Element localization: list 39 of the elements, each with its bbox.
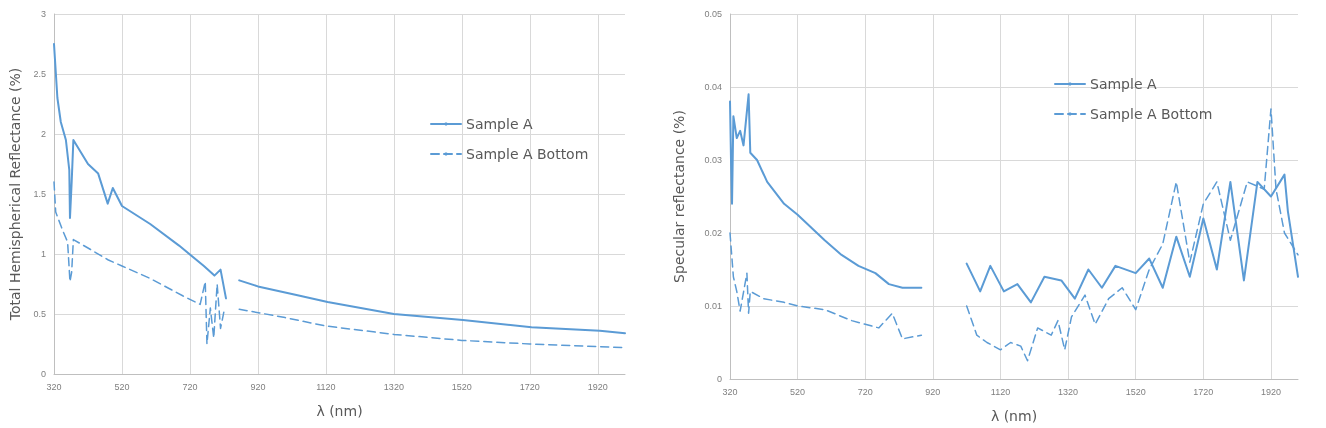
legend-label: Sample A xyxy=(1090,76,1157,92)
y-tick-label: 0 xyxy=(716,374,722,384)
y-tick-label: 0.04 xyxy=(704,82,722,92)
y-axis-title: Total Hemispherical Reflectance (%) xyxy=(7,67,23,322)
x-tick-label: 520 xyxy=(114,381,130,392)
x-tick-label: 1120 xyxy=(990,386,1011,397)
x-tick-label: 1320 xyxy=(1058,386,1079,397)
x-tick-label: 1720 xyxy=(519,381,540,392)
x-tick-label: 1320 xyxy=(383,381,404,392)
x-tick-label: 920 xyxy=(925,386,941,397)
y-tick-label: 0.05 xyxy=(704,9,722,19)
x-tick-label: 720 xyxy=(182,381,198,392)
x-tick-label: 320 xyxy=(722,386,738,397)
y-axis-title: Specular reflectance (%) xyxy=(671,110,687,283)
y-tick-label: 0.03 xyxy=(704,155,722,165)
x-axis-title: λ (nm) xyxy=(316,403,363,419)
y-tick-label: 1.5 xyxy=(33,189,46,199)
x-axis-title: λ (nm) xyxy=(990,408,1038,424)
x-tick-label: 1720 xyxy=(1193,386,1214,397)
x-tick-label: 1920 xyxy=(587,381,608,392)
y-tick-label: 1 xyxy=(40,249,46,259)
x-tick-label: 1520 xyxy=(451,381,472,392)
x-tick-label: 1120 xyxy=(316,381,336,392)
x-tick-label: 720 xyxy=(857,386,873,397)
legend-label: Sample A Bottom xyxy=(1090,106,1213,122)
x-tick-label: 1520 xyxy=(1125,386,1146,397)
x-tick-label: 320 xyxy=(46,381,62,392)
x-tick-label: 520 xyxy=(790,386,806,397)
x-tick-label: 1920 xyxy=(1260,386,1281,397)
y-tick-label: 0 xyxy=(40,369,46,379)
y-tick-label: 2.5 xyxy=(33,69,46,79)
legend-label: Sample A xyxy=(466,116,533,132)
x-tick-label: 920 xyxy=(250,381,266,392)
y-tick-label: 0.02 xyxy=(704,228,722,238)
y-tick-label: 2 xyxy=(40,129,46,139)
y-tick-label: 0.5 xyxy=(33,309,46,319)
legend-label: Sample A Bottom xyxy=(466,146,589,162)
y-tick-label: 0.01 xyxy=(704,301,722,311)
y-tick-label: 3 xyxy=(40,9,46,19)
